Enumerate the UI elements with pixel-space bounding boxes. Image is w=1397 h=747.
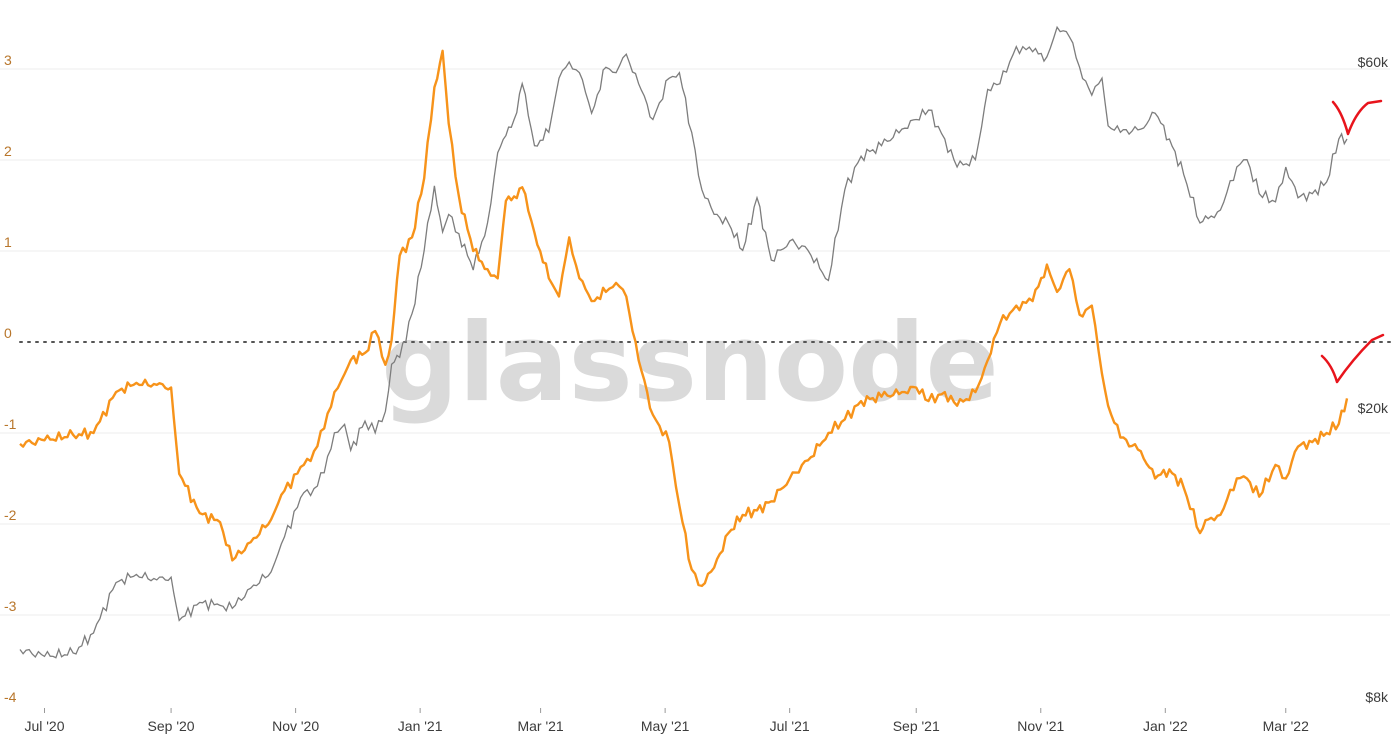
checkmark-annotation-price [1331, 99, 1383, 136]
y-axis-left: 3 2 1 0 -1 -2 -3 -4 [4, 52, 17, 705]
checkmark-annotation-oscillator [1320, 333, 1385, 384]
y-left-tick-label: 2 [4, 143, 12, 159]
x-tick-label: May '21 [641, 718, 690, 734]
watermark: glassnode [381, 301, 998, 426]
y-axis-right: $60k $20k $8k [1358, 54, 1389, 705]
x-tick-label: Nov '21 [1017, 718, 1064, 734]
x-tick-label: Sep '20 [148, 718, 195, 734]
price-series-line [19, 25, 1348, 659]
y-left-tick-label: -1 [4, 416, 17, 432]
x-tick-label: Mar '22 [1263, 718, 1309, 734]
oscillator-series-line [19, 49, 1349, 588]
x-tick-label: Jan '21 [398, 718, 443, 734]
y-left-tick-label: -2 [4, 507, 17, 523]
y-right-tick-label: $8k [1365, 689, 1389, 705]
x-tick-label: Nov '20 [272, 718, 319, 734]
x-tick-label: Jul '20 [24, 718, 64, 734]
y-left-tick-label: 0 [4, 325, 12, 341]
x-tick-label: Mar '21 [517, 718, 563, 734]
x-tick-label: Sep '21 [893, 718, 940, 734]
y-left-tick-label: -4 [4, 689, 17, 705]
y-left-tick-label: 3 [4, 52, 12, 68]
y-left-tick-label: -3 [4, 598, 17, 614]
y-right-tick-label: $20k [1358, 400, 1389, 416]
x-tick-label: Jul '21 [770, 718, 810, 734]
x-tick-label: Jan '22 [1143, 718, 1188, 734]
x-axis: Jul '20 Sep '20 Nov '20 Jan '21 Mar '21 May '… [24, 708, 1309, 734]
y-right-tick-label: $60k [1358, 54, 1389, 70]
gridlines [0, 68, 1390, 616]
y-left-tick-label: 1 [4, 234, 12, 250]
